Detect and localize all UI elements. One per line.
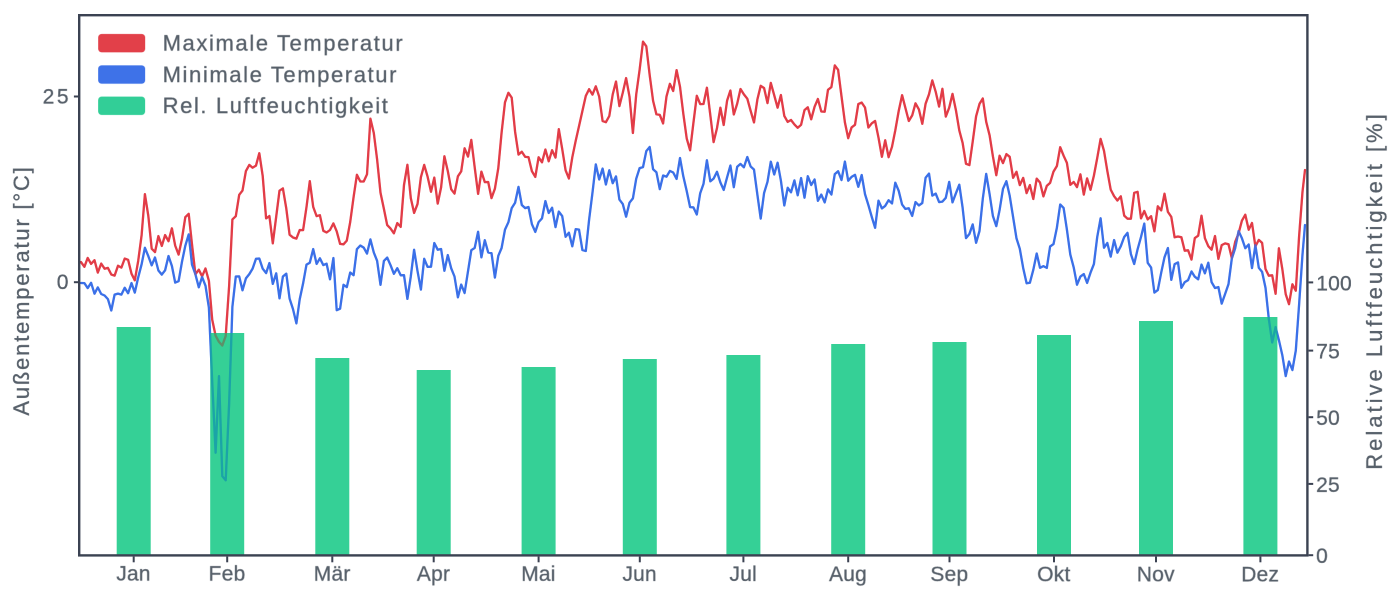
svg-text:Minimale Temperatur: Minimale Temperatur — [163, 62, 398, 87]
svg-text:Feb: Feb — [209, 563, 246, 586]
svg-text:Relative Luftfeuchtigkeit [%]: Relative Luftfeuchtigkeit [%] — [1362, 111, 1387, 470]
svg-text:0: 0 — [57, 271, 71, 294]
svg-text:Jul: Jul — [729, 563, 756, 586]
svg-text:Apr: Apr — [417, 563, 450, 586]
svg-text:Außentemperatur [°C]: Außentemperatur [°C] — [9, 165, 34, 415]
svg-text:25: 25 — [43, 86, 72, 109]
svg-text:Maximale Temperatur: Maximale Temperatur — [163, 31, 405, 56]
svg-text:Jan: Jan — [116, 563, 150, 586]
svg-text:Okt: Okt — [1037, 563, 1070, 586]
svg-text:Nov: Nov — [1137, 563, 1175, 586]
svg-text:Dez: Dez — [1241, 563, 1279, 586]
svg-text:50: 50 — [1316, 407, 1340, 430]
svg-text:75: 75 — [1316, 341, 1340, 364]
svg-text:Aug: Aug — [829, 563, 867, 586]
svg-text:Rel. Luftfeuchtigkeit: Rel. Luftfeuchtigkeit — [163, 93, 390, 118]
svg-text:Jun: Jun — [622, 563, 656, 586]
svg-text:0: 0 — [1316, 545, 1328, 568]
svg-text:Mai: Mai — [521, 563, 555, 586]
svg-text:Mär: Mär — [314, 563, 351, 586]
svg-text:Sep: Sep — [930, 563, 968, 586]
svg-text:100: 100 — [1316, 272, 1352, 295]
svg-text:25: 25 — [1316, 474, 1340, 497]
